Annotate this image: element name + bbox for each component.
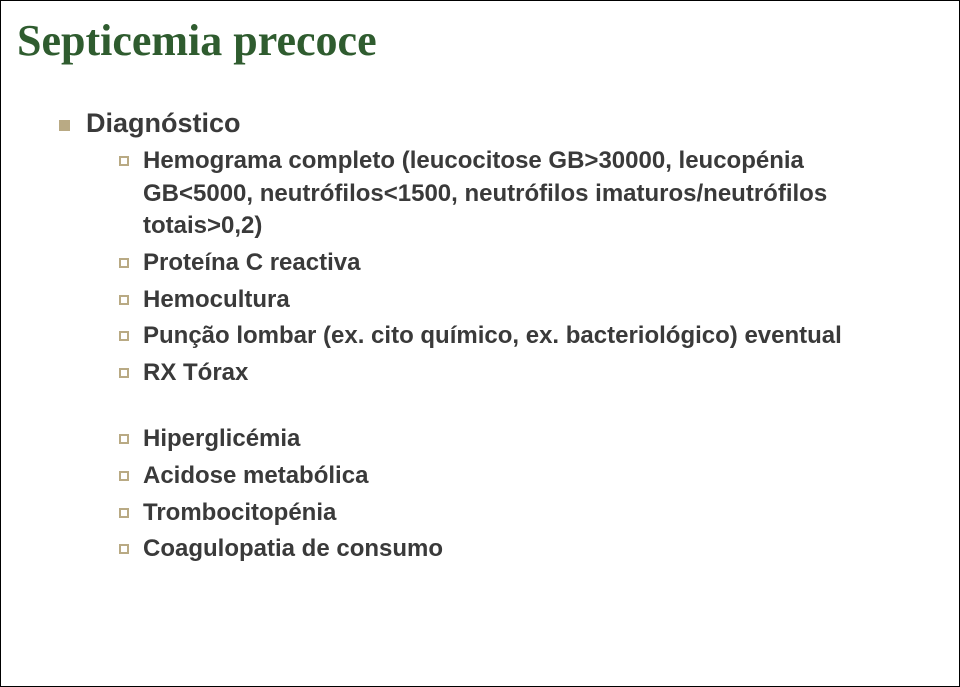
bullet-l2-text: RX Tórax — [143, 357, 248, 390]
open-square-bullet-icon — [119, 258, 129, 268]
bullet-l2-text: Coagulopatia de consumo — [143, 533, 443, 566]
bullet-l2-text: Punção lombar (ex. cito químico, ex. bac… — [143, 320, 842, 353]
bullet-l2-item: Punção lombar (ex. cito químico, ex. bac… — [119, 320, 931, 353]
open-square-bullet-icon — [119, 508, 129, 518]
bullet-l2-item: Coagulopatia de consumo — [119, 533, 931, 566]
open-square-bullet-icon — [119, 368, 129, 378]
bullet-l2-item: Proteína C reactiva — [119, 247, 931, 280]
bullet-l2-text: Hemograma completo (leucocitose GB>30000… — [143, 145, 883, 243]
bullet-l2-item: Hiperglicémia — [119, 423, 931, 456]
bullet-l2-text: Acidose metabólica — [143, 460, 368, 493]
open-square-bullet-icon — [119, 331, 129, 341]
open-square-bullet-icon — [119, 295, 129, 305]
slide: Septicemia precoce Diagnóstico Hemograma… — [1, 1, 959, 566]
open-square-bullet-icon — [119, 471, 129, 481]
bullet-l2-text: Trombocitopénia — [143, 497, 336, 530]
bullet-l2-item: Acidose metabólica — [119, 460, 931, 493]
bullet-l2-item: Trombocitopénia — [119, 497, 931, 530]
open-square-bullet-icon — [119, 434, 129, 444]
bullet-l2-text: Hemocultura — [143, 284, 290, 317]
bullet-l2-item: RX Tórax — [119, 357, 931, 390]
open-square-bullet-icon — [119, 544, 129, 554]
bullet-l1-diagnostico: Diagnóstico — [59, 108, 931, 139]
open-square-bullet-icon — [119, 156, 129, 166]
bullet-l2-text: Proteína C reactiva — [143, 247, 360, 280]
square-bullet-icon — [59, 120, 70, 131]
spacer — [15, 393, 931, 423]
bullet-l2-item: Hemocultura — [119, 284, 931, 317]
bullet-l1-text: Diagnóstico — [86, 108, 241, 139]
bullet-l2-text: Hiperglicémia — [143, 423, 300, 456]
bullet-l2-item: Hemograma completo (leucocitose GB>30000… — [119, 145, 931, 243]
slide-title: Septicemia precoce — [15, 15, 931, 66]
